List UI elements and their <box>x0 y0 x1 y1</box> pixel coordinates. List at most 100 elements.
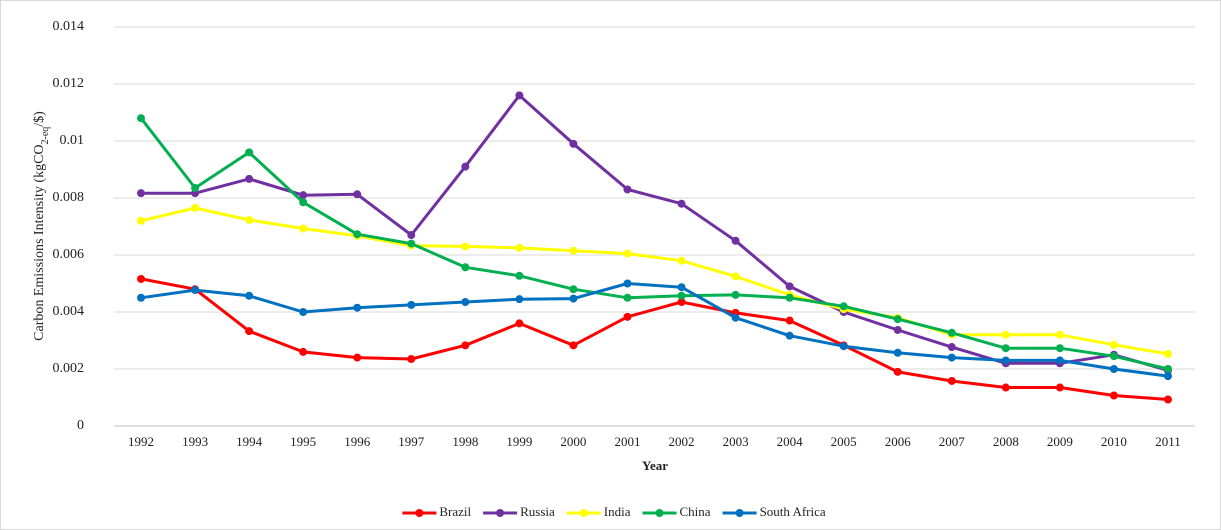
data-point <box>1163 395 1172 404</box>
data-point <box>569 246 578 255</box>
data-point <box>245 174 254 183</box>
data-point <box>137 216 146 225</box>
y-axis-title: Carbon Emissions Intensity (kgCO2-eq/$) <box>32 111 51 341</box>
data-point <box>623 312 632 321</box>
data-point <box>569 139 578 148</box>
x-tick-label: 2008 <box>993 434 1019 449</box>
data-point <box>839 302 848 311</box>
data-point <box>1001 330 1010 339</box>
x-tick-label: 2011 <box>1155 434 1181 449</box>
data-point <box>299 198 308 207</box>
data-point <box>299 347 308 356</box>
data-point <box>1163 372 1172 381</box>
data-point <box>137 293 146 302</box>
data-point <box>1055 344 1064 353</box>
data-point <box>515 271 524 280</box>
data-point <box>893 367 902 376</box>
y-tick-label: 0.004 <box>53 304 85 319</box>
data-point <box>785 331 794 340</box>
data-point <box>1109 340 1118 349</box>
legend: Brazil Russia India China South Africa <box>402 504 826 519</box>
data-point <box>623 279 632 288</box>
x-tick-label: 2010 <box>1101 434 1127 449</box>
data-point <box>677 199 686 208</box>
data-point <box>623 249 632 258</box>
data-point <box>731 290 740 299</box>
x-tick-label: 1997 <box>398 434 425 449</box>
y-tick-label: 0.014 <box>53 19 85 34</box>
data-point <box>731 236 740 245</box>
x-tick-label: 1994 <box>236 434 263 449</box>
data-point <box>461 263 470 272</box>
data-point <box>1163 365 1172 373</box>
x-tick-label: 2009 <box>1047 434 1073 449</box>
data-point <box>353 303 362 312</box>
data-point <box>1001 344 1010 353</box>
data-point <box>569 294 578 303</box>
data-point <box>569 285 578 294</box>
y-tick-label: 0.006 <box>53 247 85 262</box>
data-point <box>623 185 632 194</box>
data-point <box>137 114 146 123</box>
data-point <box>731 272 740 281</box>
data-point <box>947 376 956 385</box>
x-tick-label: 2006 <box>885 434 912 449</box>
data-point <box>299 308 308 316</box>
data-point <box>677 298 686 307</box>
x-tick-label: 1992 <box>128 434 154 449</box>
data-point <box>515 243 524 252</box>
data-point <box>1109 391 1118 400</box>
data-point <box>299 224 308 233</box>
data-point <box>623 293 632 302</box>
data-point <box>731 313 740 322</box>
legend-swatch-marker <box>579 509 588 517</box>
y-axis-title-part: /$) <box>32 111 47 127</box>
x-tick-label: 1993 <box>182 434 208 449</box>
x-tick-label: 1998 <box>452 434 478 449</box>
data-point <box>1055 383 1064 392</box>
y-tick-label: 0.002 <box>53 361 85 376</box>
y-tick-label: 0.012 <box>53 76 85 91</box>
x-tick-label: 1999 <box>506 434 532 449</box>
data-point <box>245 291 254 300</box>
series-line <box>139 117 1169 371</box>
legend-label: Brazil <box>439 504 471 519</box>
data-point <box>947 343 956 352</box>
legend-swatch-marker <box>496 509 505 517</box>
data-point <box>515 295 524 304</box>
data-point <box>893 348 902 357</box>
x-tick-label: 2000 <box>560 434 586 449</box>
data-point <box>461 162 470 171</box>
legend-label: South Africa <box>760 504 826 519</box>
x-tick-label: 1996 <box>344 434 371 449</box>
data-point <box>947 353 956 362</box>
data-point <box>947 328 956 337</box>
data-point <box>137 274 146 283</box>
data-point <box>677 283 686 292</box>
data-point <box>569 341 578 350</box>
data-point <box>353 190 362 199</box>
data-point <box>677 256 686 265</box>
data-point <box>461 298 470 307</box>
data-point <box>515 319 524 328</box>
x-tick-label: 2003 <box>723 434 749 449</box>
data-point <box>1109 352 1118 361</box>
legend-label: Russia <box>520 504 555 519</box>
data-point <box>677 291 686 300</box>
data-point <box>245 215 254 224</box>
data-point <box>245 327 254 336</box>
data-point <box>461 242 470 251</box>
data-point <box>1163 349 1172 358</box>
x-tick-label: 2007 <box>939 434 966 449</box>
data-point <box>407 231 416 240</box>
legend-swatch-marker <box>735 509 744 517</box>
data-point <box>893 315 902 324</box>
data-point <box>407 300 416 309</box>
data-point <box>353 353 362 362</box>
data-point <box>1001 383 1010 392</box>
data-point <box>191 203 200 212</box>
data-point <box>839 342 848 351</box>
data-point <box>191 184 200 193</box>
